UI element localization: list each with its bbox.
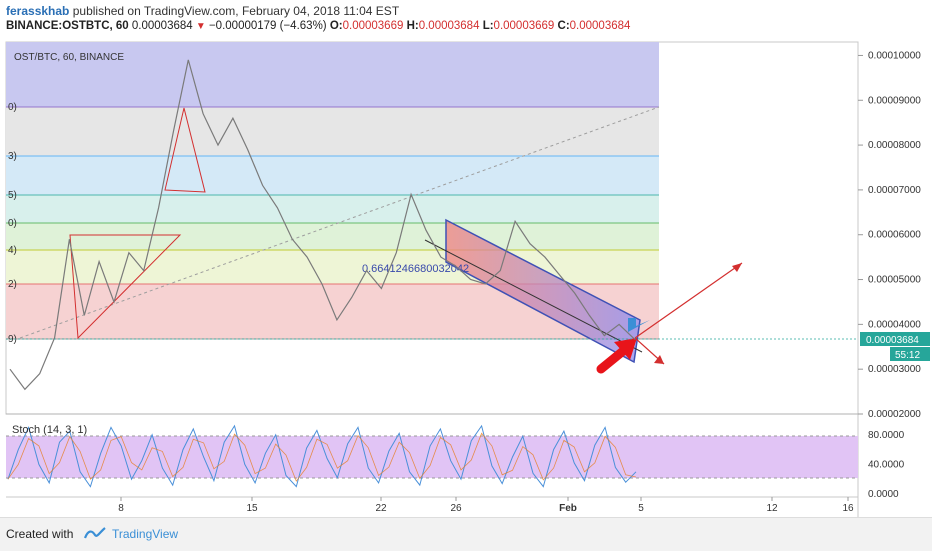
time-axis-tick-label: 15 [246,503,258,514]
time-axis-tick-label: 22 [375,503,387,514]
arrow-head-down-icon [654,355,664,364]
open-label: O: [329,20,343,32]
arrow-head-up-icon [732,263,742,272]
breakout-up-arrow [634,262,743,339]
blue-arrow-marker-icon [628,318,650,332]
author-name[interactable]: ferasskhab [6,4,70,18]
close-value: 0.00003684 [569,20,631,32]
price-axis-tick-label: 0.00006000 [868,230,921,241]
price-axis-tick-label: 0.00002000 [868,409,921,420]
countdown-tag-text: 55:12 [895,350,920,361]
countdown-tag [890,347,930,361]
pennant-pattern-left [69,234,182,340]
fib-zone-5 [6,223,659,250]
price-change: −0.00000179 (−4.63%) [208,20,327,32]
chart-symbol-label: OST/BTC, 60, BINANCE [14,52,124,63]
chart-canvas[interactable]: 0) 3) 5) 0) 4) 2) 9) OST/BTC, 60, BINANC… [0,0,932,517]
price-axis-tick-label: 0.00009000 [868,95,921,106]
time-axis-tick-label: Feb [559,503,577,514]
price-axis-tick-label: 0.00005000 [868,275,921,286]
pennant-pattern-peak [164,107,206,193]
open-value: 0.00003669 [342,20,404,32]
fib-edge-label: 5) [8,190,17,201]
time-axis-tick-label: 5 [638,503,644,514]
fib-zone-2 [6,107,659,156]
ohlc-legend: BINANCE:OSTBTC, 60 0.00003684 ▼ −0.00000… [6,20,630,32]
fib-edge-label: 4) [8,245,17,256]
price-axis-tick-label: 0.00010000 [868,50,921,61]
stoch-k-line [7,424,637,488]
close-label: C: [557,20,570,32]
tradingview-brand[interactable]: TradingView [112,527,179,541]
price-axis-tick-label: 0.00008000 [868,140,921,151]
fib-zones [6,42,659,339]
fib-trend-line [19,106,660,339]
symbol-label: BINANCE:OSTBTC, 60 [6,20,129,32]
down-triangle-icon: ▼ [195,21,206,32]
time-axis-tick-label: 8 [118,503,124,514]
tradingview-logo-icon[interactable] [84,526,106,540]
time-axis-tick-label: 16 [842,503,854,514]
footer-bar: Created with TradingView [0,517,932,551]
channel-midline [424,239,643,353]
time-axis-tick-label: 12 [766,503,778,514]
fib-edge-label: 9) [8,334,17,345]
price-series-line [9,59,635,391]
time-axis-tick-label: 26 [450,503,462,514]
created-with-text: Created with [6,527,74,541]
price-axis-tick-label: 0.00007000 [868,185,921,196]
published-text: published on TradingView.com, February 0… [72,4,400,18]
price-axis-tick-label: 0.00003000 [868,364,921,375]
stoch-d-line [7,432,637,482]
fib-edge-label: 0) [8,102,17,113]
current-price-tag-text: 0.00003684 [866,335,919,346]
low-label: L: [482,20,494,32]
high-label: H: [406,20,419,32]
stoch-axis-ticks: 80.0000 40.0000 0.0000 [868,430,905,500]
publish-info: ferasskhab published on TradingView.com,… [6,4,399,18]
fib-zone-4 [6,195,659,223]
fib-zone-3 [6,156,659,195]
high-value: 0.00003684 [418,20,480,32]
last-price: 0.00003684 [131,20,193,32]
low-value: 0.00003669 [493,20,555,32]
fib-edge-label-group: 0) 3) 5) 0) 4) 2) 9) [8,102,17,345]
price-axis-ticks: 0.00010000 0.00009000 0.00008000 0.00007000… [858,50,921,420]
descending-channel [445,218,641,364]
stoch-axis-tick-label: 80.0000 [868,430,905,441]
fib-zone-1 [6,42,659,107]
time-axis-ticks[interactable]: 8 15 22 26 Feb 5 12 16 [118,497,854,514]
fib-edge-label: 2) [8,279,17,290]
current-price-tag [860,332,930,346]
fib-edge-label: 3) [8,151,17,162]
price-axis-tick-label: 0.00004000 [868,319,921,330]
fib-edge-label: 0) [8,218,17,229]
stoch-label: Stoch (14, 3, 1) [12,424,87,436]
big-red-pointer-head-icon [614,338,637,360]
stoch-axis-tick-label: 0.0000 [868,489,899,500]
stoch-axis-tick-label: 40.0000 [868,459,905,470]
